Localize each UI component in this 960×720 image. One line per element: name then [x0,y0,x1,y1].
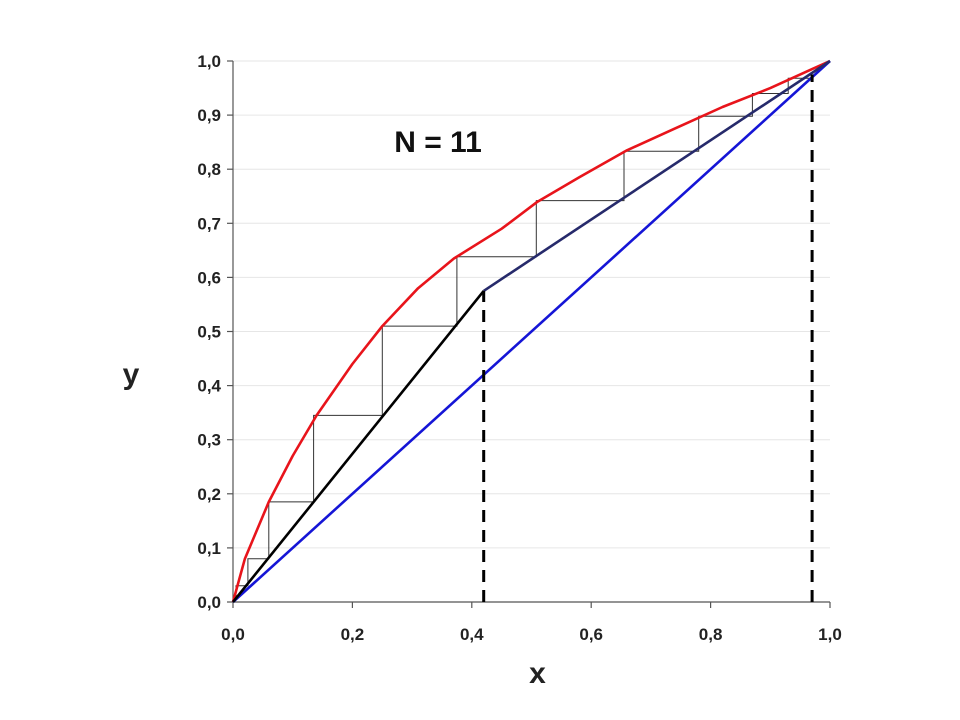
y-tick-label-2: 0,2 [197,485,221,504]
diagonal-line [232,60,831,603]
x-tick-label-0: 0,0 [221,625,245,644]
x-tick-label-4: 0,8 [699,625,723,644]
axes [227,60,831,608]
y-tick-label-7: 0,7 [197,214,221,233]
x-tick-label-2: 0,4 [460,625,484,644]
y-tick-label-5: 0,5 [197,323,221,342]
y-tick-label-6: 0,6 [197,268,221,287]
y-axis-title: y [123,358,140,391]
y-tick-label-9: 0,9 [197,106,221,125]
x-tick-label-3: 0,6 [579,625,603,644]
y-tick-label-4: 0,4 [197,377,221,396]
gridlines [233,60,830,549]
y-tick-label-1: 0,1 [197,539,221,558]
stage-count-annotation: N = 11 [394,126,482,159]
y-tick-label-0: 0,0 [197,593,221,612]
y-tick-label-10: 1,0 [197,52,221,71]
rectifying-operating-line-line [482,59,831,292]
stripping-operating-line-line [231,290,485,603]
x-axis-title: x [529,657,546,690]
series [231,59,831,603]
equilibrium-curve-line [231,59,831,603]
y-tick-label-8: 0,8 [197,160,221,179]
y-tick-label-3: 0,3 [197,431,221,450]
x-tick-label-5: 1,0 [818,625,842,644]
x-tick-label-1: 0,2 [341,625,365,644]
tick-labels: 0,0 0,1 0,2 0,3 0,4 0,5 0,6 0,7 0,8 0,9 1,0 0,0 0,2 0… [197,52,841,644]
